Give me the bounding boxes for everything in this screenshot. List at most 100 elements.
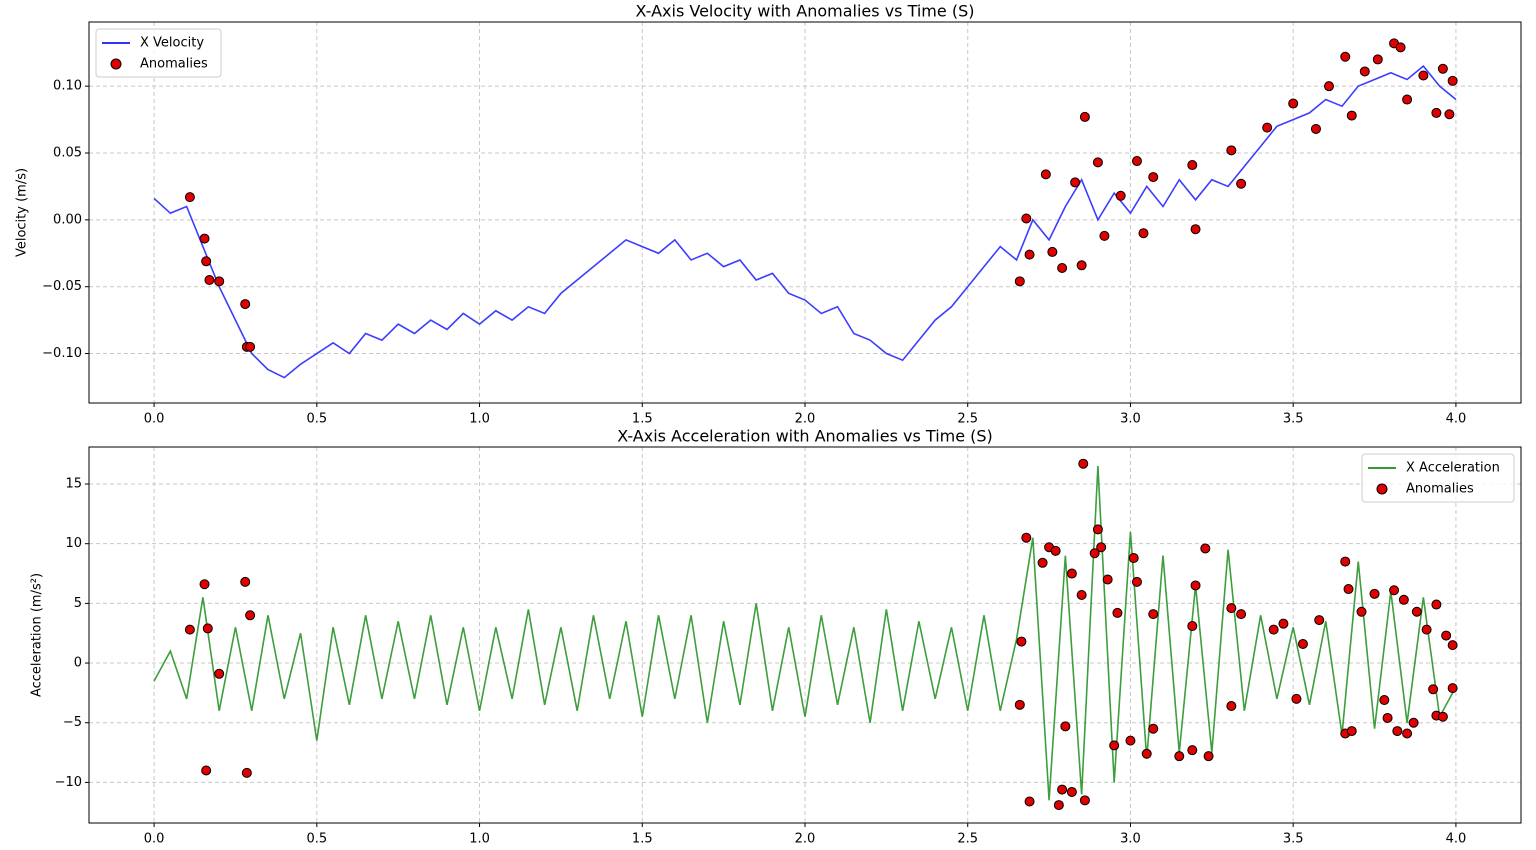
anomaly-point — [1408, 717, 1419, 728]
anomaly-point — [1226, 145, 1237, 156]
x-tick-label: 3.0 — [1120, 412, 1141, 427]
x-tick-label: 3.0 — [1120, 832, 1141, 847]
y-tick-label: −10 — [55, 775, 82, 790]
x-tick-label: 1.0 — [469, 412, 490, 427]
anomaly-point — [1268, 624, 1279, 635]
anomaly-point — [1346, 110, 1357, 121]
y-axis-label: Acceleration (m/s²) — [30, 573, 45, 697]
legend-swatch — [1376, 483, 1388, 495]
y-tick-label: 0 — [74, 656, 82, 671]
anomaly-point — [1096, 542, 1107, 553]
anomaly-point — [1037, 557, 1048, 568]
anomaly-point — [1379, 695, 1390, 706]
anomaly-point — [1447, 640, 1458, 651]
anomaly-point — [201, 256, 212, 267]
y-tick-label: 10 — [65, 536, 82, 551]
anomaly-point — [1076, 590, 1087, 601]
anomaly-point — [1346, 726, 1357, 737]
x-tick-label: 2.0 — [795, 412, 816, 427]
chart-title: X-Axis Velocity with Anomalies vs Time (… — [636, 2, 975, 21]
anomaly-point — [1372, 54, 1383, 65]
x-tick-label: 3.5 — [1283, 412, 1304, 427]
anomaly-point — [1226, 701, 1237, 712]
anomaly-point — [1131, 576, 1142, 587]
anomaly-point — [1421, 624, 1432, 635]
anomaly-point — [1138, 228, 1149, 239]
anomaly-point — [201, 765, 212, 776]
x-tick-label: 2.0 — [795, 832, 816, 847]
anomaly-point — [1395, 42, 1406, 53]
legend-label: Anomalies — [140, 57, 208, 72]
anomaly-point — [1066, 568, 1077, 579]
data-line — [153, 64, 1457, 379]
anomaly-point — [1200, 543, 1211, 554]
anomaly-point — [1102, 574, 1113, 585]
anomaly-point — [1024, 796, 1035, 807]
anomaly-point — [1057, 262, 1068, 273]
anomaly-point — [1128, 553, 1139, 564]
axes-frame — [88, 446, 1522, 824]
anomaly-point — [1057, 784, 1068, 795]
anomaly-point — [1079, 795, 1090, 806]
x-tick-label: 0.0 — [144, 832, 165, 847]
anomaly-point — [1047, 246, 1058, 257]
legend-swatch — [110, 58, 122, 70]
anomaly-point — [1060, 721, 1071, 732]
anomaly-point — [1288, 98, 1299, 109]
axes-frame — [88, 21, 1522, 404]
x-tick-label: 2.5 — [957, 412, 978, 427]
anomaly-point — [1314, 615, 1325, 626]
x-tick-label: 4.0 — [1446, 412, 1467, 427]
anomaly-point — [1402, 94, 1413, 105]
anomaly-point — [1444, 109, 1455, 120]
anomaly-point — [1297, 638, 1308, 649]
anomaly-point — [1389, 585, 1400, 596]
anomaly-point — [1112, 607, 1123, 618]
anomaly-point — [1024, 249, 1035, 260]
anomaly-point — [1190, 224, 1201, 235]
anomaly-point — [1428, 684, 1439, 695]
legend-box — [95, 28, 222, 78]
anomaly-point — [1411, 606, 1422, 617]
anomaly-point — [240, 299, 251, 310]
anomaly-point — [1174, 751, 1185, 762]
anomaly-point — [1141, 748, 1152, 759]
anomaly-point — [1014, 699, 1025, 710]
anomaly-point — [1398, 594, 1409, 605]
anomaly-point — [1125, 735, 1136, 746]
anomaly-point — [1079, 111, 1090, 122]
anomaly-point — [1187, 160, 1198, 171]
anomaly-point — [199, 233, 210, 244]
anomaly-point — [1226, 603, 1237, 614]
anomaly-point — [1437, 63, 1448, 74]
anomaly-point — [1099, 230, 1110, 241]
anomaly-point — [241, 767, 252, 778]
anomaly-point — [1092, 157, 1103, 168]
anomaly-point — [1343, 584, 1354, 595]
anomaly-point — [1323, 81, 1334, 92]
anomaly-point — [245, 610, 256, 621]
legend-label: Anomalies — [1406, 482, 1474, 497]
anomaly-point — [1382, 712, 1393, 723]
x-tick-label: 2.5 — [957, 832, 978, 847]
anomaly-point — [1291, 693, 1302, 704]
anomaly-point — [1310, 123, 1321, 134]
anomaly-point — [1392, 726, 1403, 737]
anomaly-point — [245, 341, 256, 352]
anomaly-point — [1187, 745, 1198, 756]
anomaly-point — [1115, 190, 1126, 201]
x-tick-label: 1.5 — [632, 832, 653, 847]
anomaly-point — [199, 579, 210, 590]
y-tick-label: 0.00 — [53, 212, 82, 227]
anomaly-point — [1066, 786, 1077, 797]
anomaly-point — [240, 576, 251, 587]
anomaly-point — [1076, 260, 1087, 271]
anomaly-point — [1021, 532, 1032, 543]
x-tick-label: 1.5 — [632, 412, 653, 427]
x-tick-label: 1.0 — [469, 832, 490, 847]
anomaly-point — [184, 192, 195, 203]
anomaly-point — [1021, 213, 1032, 224]
anomaly-point — [1148, 723, 1159, 734]
anomaly-point — [1359, 66, 1370, 77]
